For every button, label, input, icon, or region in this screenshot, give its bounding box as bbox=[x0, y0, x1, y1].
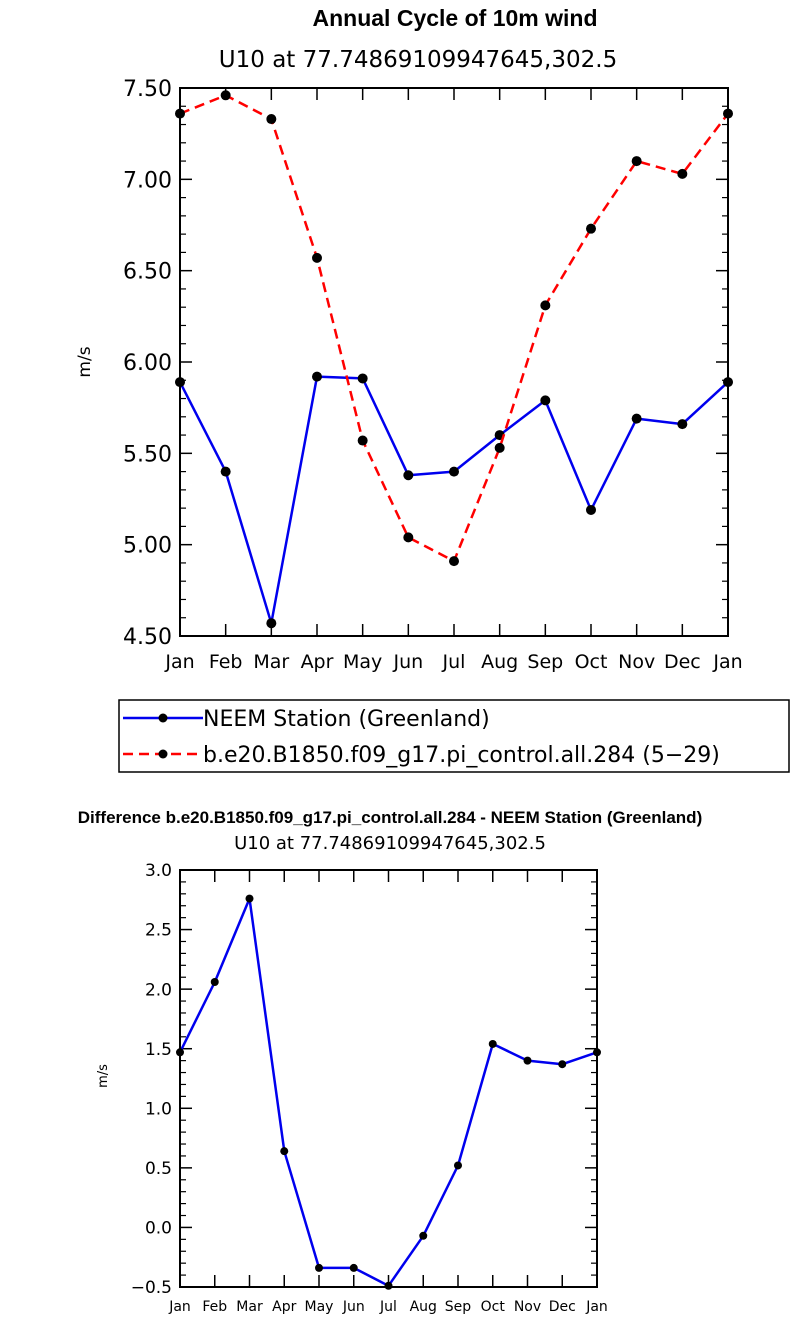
chart2-data-point bbox=[210, 977, 219, 986]
x-tick-label: Sep bbox=[445, 1299, 472, 1315]
chart1-data-point bbox=[449, 466, 459, 477]
chart1-data-point bbox=[312, 371, 322, 382]
y-tick-label: 6.50 bbox=[123, 260, 172, 285]
chart1-title: Annual Cycle of 10m wind bbox=[313, 5, 598, 31]
chart2-frame bbox=[179, 869, 598, 1288]
chart1-data-point bbox=[312, 252, 322, 263]
chart1-data-point bbox=[677, 419, 688, 430]
y-tick-label: 5.00 bbox=[123, 534, 172, 559]
y-tick-label: 4.50 bbox=[123, 625, 172, 650]
chart1-data-point bbox=[631, 156, 642, 167]
x-tick-label: Jun bbox=[342, 1299, 365, 1315]
chart1-x-axis: Jan Feb Mar Apr May Jun Jul Aug Sep Oct Nov Dec Jan bbox=[164, 88, 743, 673]
y-tick-label: 0.0 bbox=[145, 1219, 172, 1239]
x-tick-label: May bbox=[343, 651, 382, 673]
x-tick-label: Feb bbox=[202, 1299, 227, 1315]
chart2-data-point bbox=[349, 1263, 358, 1272]
x-tick-label: Jan bbox=[168, 1299, 191, 1315]
chart1-data-point bbox=[357, 435, 368, 446]
y-tick-label: 6.00 bbox=[123, 351, 172, 376]
x-tick-label: Jul bbox=[379, 1299, 397, 1315]
x-tick-label: Nov bbox=[618, 651, 655, 673]
x-tick-label: Aug bbox=[410, 1299, 437, 1315]
x-tick-label: Oct bbox=[481, 1299, 506, 1315]
chart2-data-point bbox=[454, 1161, 462, 1170]
x-tick-label: Feb bbox=[209, 651, 243, 673]
chart1-data-point bbox=[677, 168, 688, 179]
x-tick-label: Aug bbox=[481, 651, 518, 673]
chart1-ylabel: m/s bbox=[75, 346, 95, 377]
y-tick-label: 2.5 bbox=[145, 921, 172, 941]
chart1-data-point bbox=[403, 470, 414, 481]
legend-label-model: b.e20.B1850.f09_g17.pi_control.all.284 (… bbox=[203, 743, 720, 768]
chart1-data-point bbox=[403, 532, 414, 543]
annual-cycle-chart: Annual Cycle of 10m wind U10 at 77.74869… bbox=[75, 5, 743, 673]
chart2-data-point bbox=[384, 1281, 393, 1290]
y-tick-label: 7.50 bbox=[123, 77, 172, 102]
y-tick-label: 0.5 bbox=[145, 1159, 172, 1179]
y-tick-label: 3.0 bbox=[145, 861, 172, 881]
x-tick-label: Jun bbox=[392, 651, 423, 673]
legend-label-observed: NEEM Station (Greenland) bbox=[203, 707, 490, 732]
x-tick-label: Jul bbox=[442, 651, 466, 673]
x-tick-label: Sep bbox=[527, 651, 563, 673]
chart2-data-point bbox=[488, 1039, 497, 1048]
chart1-data-point bbox=[540, 395, 551, 406]
chart1-data-point bbox=[540, 300, 551, 311]
chart2-x-axis: Jan Feb Mar Apr May Jun Jul Aug Sep Oct Nov Dec Jan bbox=[168, 870, 608, 1315]
chart1-data-point bbox=[494, 442, 505, 453]
chart2-subtitle: U10 at 77.74869109947645,302.5 bbox=[234, 833, 546, 854]
legend-box bbox=[118, 699, 790, 773]
difference-chart: Difference b.e20.B1850.f09_g17.pi_contro… bbox=[78, 808, 702, 1315]
x-tick-label: Apr bbox=[272, 1299, 296, 1315]
chart2-series-line bbox=[178, 897, 598, 1288]
x-tick-label: Jan bbox=[585, 1299, 608, 1315]
chart1-data-point bbox=[357, 373, 368, 384]
x-tick-label: May bbox=[305, 1299, 334, 1315]
x-tick-label: Mar bbox=[253, 651, 289, 673]
chart1-subtitle: U10 at 77.74869109947645,302.5 bbox=[219, 47, 617, 73]
x-tick-label: Oct bbox=[575, 651, 608, 673]
x-tick-label: Mar bbox=[236, 1299, 263, 1315]
x-tick-label: Jan bbox=[164, 651, 194, 673]
chart2-data-point bbox=[280, 1147, 289, 1156]
y-tick-label: −0.5 bbox=[131, 1278, 172, 1298]
chart2-title: Difference b.e20.B1850.f09_g17.pi_contro… bbox=[78, 808, 702, 827]
chart1-data-point bbox=[266, 114, 277, 125]
chart1-y-axis: 4.50 5.00 5.50 6.00 6.50 7.00 7.50 bbox=[123, 77, 728, 650]
x-tick-label: Jan bbox=[712, 651, 742, 673]
y-tick-label: 2.0 bbox=[145, 980, 172, 1000]
x-tick-label: Dec bbox=[664, 651, 701, 673]
chart2-data-point bbox=[558, 1060, 567, 1069]
y-tick-label: 5.50 bbox=[123, 442, 172, 467]
chart2-series bbox=[176, 894, 601, 1290]
x-tick-label: Dec bbox=[549, 1299, 576, 1315]
chart1-data-point bbox=[631, 413, 642, 424]
y-tick-label: 1.5 bbox=[145, 1040, 172, 1060]
chart1-data-point bbox=[220, 466, 231, 477]
chart1-frame bbox=[179, 87, 729, 637]
chart1-data-point bbox=[449, 556, 459, 567]
chart2-ylabel: m/s bbox=[96, 1064, 111, 1088]
chart1-legend: NEEM Station (Greenland) b.e20.B1850.f09… bbox=[118, 699, 790, 773]
chart1-data-point bbox=[220, 90, 231, 101]
chart2-data-point bbox=[419, 1231, 428, 1240]
y-tick-label: 7.00 bbox=[123, 168, 172, 193]
chart1-data-point bbox=[586, 504, 596, 515]
chart2-data-point bbox=[523, 1056, 532, 1065]
y-tick-label: 1.0 bbox=[145, 1099, 172, 1119]
chart1-series bbox=[175, 90, 733, 629]
x-tick-label: Apr bbox=[301, 651, 334, 673]
chart2-y-axis: −0.5 0.0 0.5 1.0 1.5 2.0 2.5 3.0 bbox=[131, 861, 597, 1298]
legend-marker-model bbox=[158, 749, 168, 759]
chart1-data-point bbox=[266, 618, 277, 629]
chart2-data-point bbox=[245, 894, 254, 903]
x-tick-label: Nov bbox=[514, 1299, 541, 1315]
chart1-series-line bbox=[179, 94, 729, 563]
legend-marker-observed bbox=[158, 713, 168, 723]
chart1-series-line bbox=[178, 375, 729, 625]
chart2-data-point bbox=[315, 1263, 323, 1272]
chart1-data-point bbox=[586, 223, 596, 234]
